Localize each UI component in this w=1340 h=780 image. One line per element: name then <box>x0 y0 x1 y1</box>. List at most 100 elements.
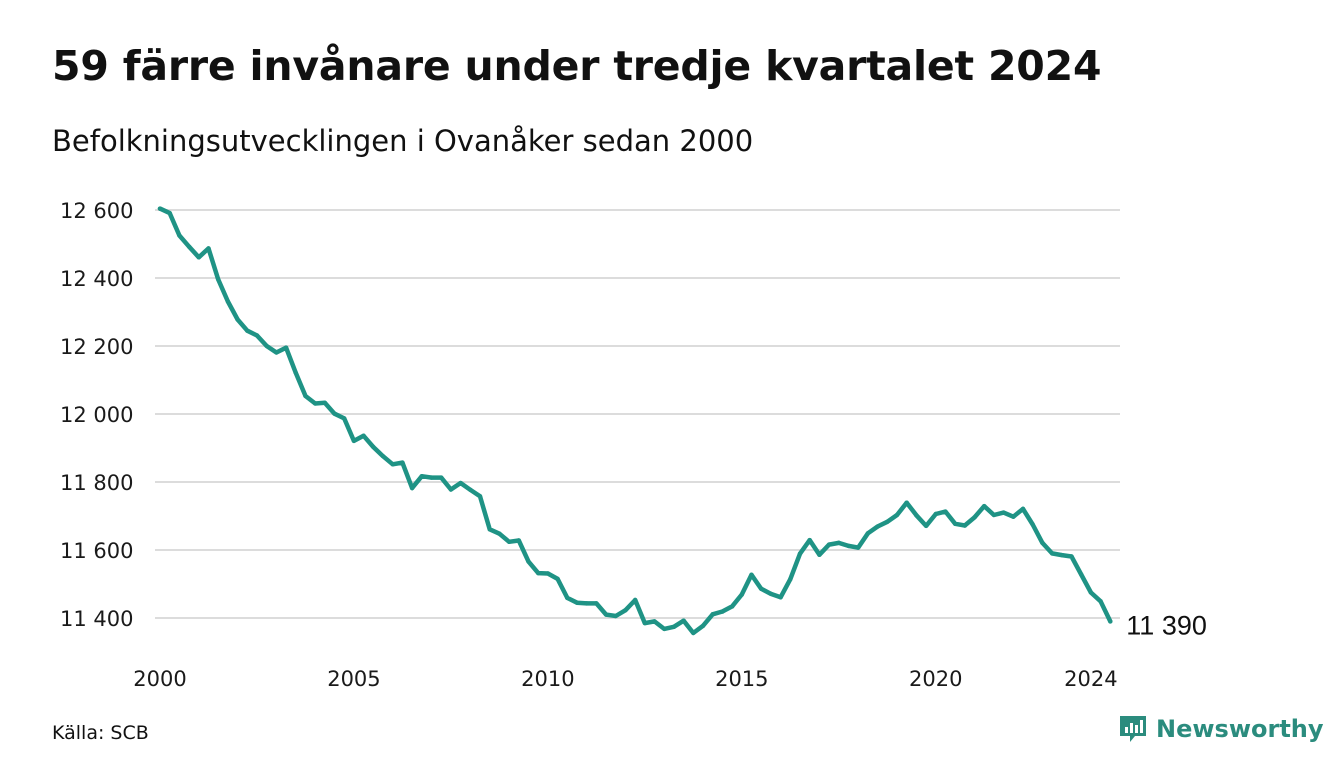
data-point <box>380 453 386 459</box>
data-point <box>225 299 231 304</box>
data-point <box>1069 554 1074 559</box>
data-point <box>545 571 551 576</box>
data-point <box>1030 522 1035 527</box>
data-point <box>855 545 861 550</box>
brand-name: Newsworthy <box>1156 715 1324 743</box>
data-point <box>516 538 521 543</box>
data-point <box>739 592 745 597</box>
data-point <box>409 485 415 491</box>
x-tick-label: 2005 <box>327 667 380 691</box>
data-point <box>923 523 929 529</box>
data-point <box>1098 599 1103 604</box>
data-point <box>235 317 240 322</box>
data-point <box>419 474 425 479</box>
data-point <box>1079 572 1084 577</box>
data-point <box>245 328 250 333</box>
y-tick-label: 12 000 <box>60 403 133 427</box>
y-tick-label: 11 400 <box>60 607 133 631</box>
data-point <box>933 511 938 517</box>
y-tick-label: 12 200 <box>60 335 133 359</box>
data-point <box>439 475 444 480</box>
data-point <box>274 350 279 355</box>
data-point <box>991 512 997 518</box>
data-point <box>555 576 560 582</box>
data-point <box>371 444 376 450</box>
data-point <box>894 512 900 518</box>
x-tick-label: 2015 <box>715 667 768 691</box>
brand-logo[interactable]: Newsworthy <box>1118 714 1324 744</box>
data-point <box>826 542 832 547</box>
grid-lines <box>155 209 1120 619</box>
data-point <box>1108 619 1113 624</box>
data-point <box>361 433 366 438</box>
data-point <box>962 523 968 528</box>
end-value-label: 11 390 <box>1126 610 1207 640</box>
data-point <box>982 503 987 509</box>
data-point <box>671 624 677 630</box>
chart-subtitle: Befolkningsutvecklingen i Ovanåker sedan… <box>52 124 754 158</box>
data-point <box>729 604 735 609</box>
data-point <box>797 551 803 556</box>
y-axis-ticks: 11 400 11 600 11 800 12 000 12 200 12 400 12 6… <box>60 199 133 631</box>
data-point <box>632 597 638 603</box>
data-point <box>807 537 812 543</box>
data-point <box>283 345 289 350</box>
data-point <box>952 521 958 527</box>
data-point <box>914 513 919 518</box>
y-tick-label: 11 600 <box>60 539 133 563</box>
y-tick-label: 12 400 <box>60 267 133 291</box>
x-tick-label: 2000 <box>133 667 186 691</box>
data-point <box>768 591 774 597</box>
data-point <box>322 400 328 405</box>
source-note: Källa: SCB <box>52 722 149 744</box>
data-point <box>1040 540 1045 546</box>
y-tick-label: 12 600 <box>60 199 133 223</box>
data-point <box>206 246 211 251</box>
data-point <box>1011 514 1016 519</box>
data-point <box>904 500 909 505</box>
data-point <box>351 438 357 444</box>
data-point <box>254 333 260 338</box>
data-point <box>574 600 580 605</box>
data-point <box>303 393 308 399</box>
data-point <box>759 586 764 591</box>
data-point <box>264 343 269 349</box>
data-point <box>458 480 463 486</box>
data-point <box>1049 551 1055 556</box>
data-point <box>293 370 298 376</box>
data-point <box>720 609 725 614</box>
newsworthy-logo-icon <box>1120 716 1146 742</box>
data-point <box>167 210 172 216</box>
data-point <box>788 577 793 582</box>
data-point <box>390 462 395 467</box>
data-point <box>448 487 454 492</box>
data-point <box>1059 552 1065 558</box>
data-point <box>342 416 347 421</box>
data-point <box>526 559 531 564</box>
data-point <box>865 531 871 536</box>
data-point <box>778 595 783 600</box>
data-point <box>875 524 880 529</box>
data-point <box>312 401 318 406</box>
series-layer <box>157 206 1113 636</box>
y-tick-label: 11 800 <box>60 471 133 495</box>
data-point <box>885 519 890 524</box>
data-point <box>749 572 754 578</box>
data-point <box>603 612 609 617</box>
data-point <box>1020 506 1026 512</box>
data-point <box>332 411 337 416</box>
data-point <box>652 619 657 624</box>
data-point <box>972 515 977 520</box>
x-tick-label: 2010 <box>521 667 574 691</box>
data-point <box>186 244 192 249</box>
data-point <box>817 552 822 557</box>
data-point <box>691 630 696 636</box>
data-point <box>594 601 599 606</box>
data-point <box>506 539 512 545</box>
data-point <box>943 509 948 514</box>
data-point <box>535 570 541 576</box>
series-line <box>157 206 1113 636</box>
data-point <box>477 494 483 499</box>
data-point <box>487 527 492 532</box>
